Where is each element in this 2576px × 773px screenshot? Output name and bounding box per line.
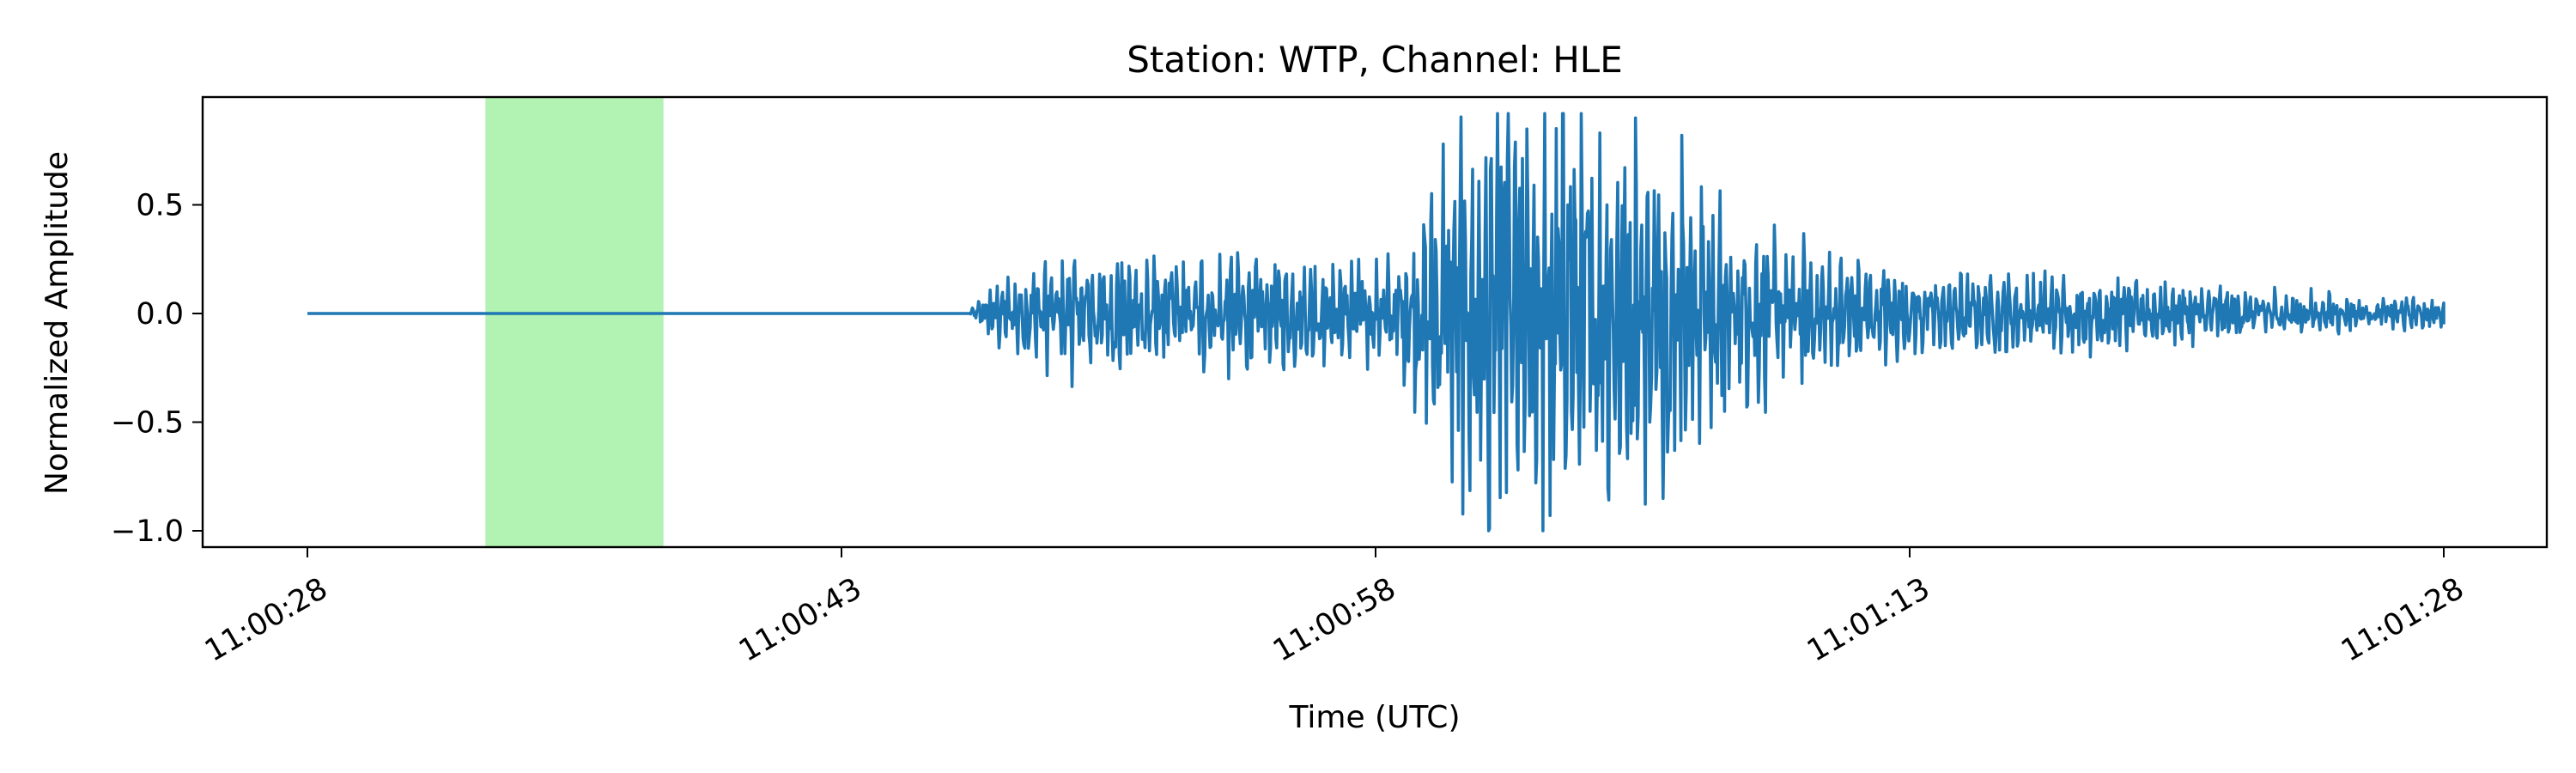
- x-axis-title: Time (UTC): [1288, 700, 1460, 735]
- y-tick-label: −1.0: [111, 514, 184, 549]
- x-tick-label: 11:00:28: [199, 571, 333, 668]
- waveform-line: [307, 112, 2445, 533]
- x-tick-label: 11:00:58: [1267, 571, 1401, 668]
- x-tick-label: 11:01:28: [2336, 571, 2470, 668]
- y-axis-title: Normalized Amplitude: [39, 151, 75, 495]
- y-tick-label: 0.0: [136, 297, 184, 332]
- y-tick-label: 0.5: [136, 189, 184, 223]
- x-tick-label: 11:01:13: [1801, 571, 1935, 668]
- highlight-window: [485, 97, 664, 547]
- y-tick-label: −0.5: [111, 406, 184, 441]
- x-tick-label: 11:00:43: [733, 571, 867, 668]
- chart-title: Station: WTP, Channel: HLE: [1127, 39, 1622, 81]
